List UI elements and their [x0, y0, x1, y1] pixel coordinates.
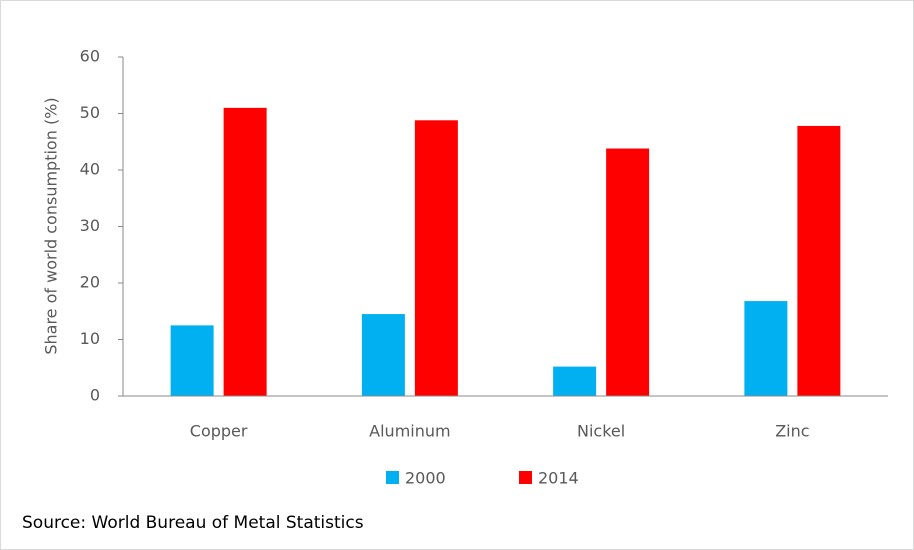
legend-label: 2014: [538, 469, 579, 488]
bar: [553, 366, 597, 396]
y-tick-label: 10: [80, 329, 100, 348]
y-tick-label: 50: [80, 103, 100, 122]
legend-swatch: [519, 471, 532, 484]
bar: [744, 301, 788, 396]
y-tick-label: 20: [80, 273, 100, 292]
bar: [361, 314, 405, 396]
legend-label: 2000: [405, 469, 446, 488]
y-tick-label: 40: [80, 160, 100, 179]
y-tick-label: 30: [80, 216, 100, 235]
bar: [414, 120, 458, 396]
y-tick-label: 60: [80, 47, 100, 66]
source: Source: World Bureau of Metal Statistics: [22, 513, 364, 533]
bar: [606, 148, 650, 396]
bar: [797, 125, 841, 397]
legend-swatch: [386, 471, 399, 484]
bar: [223, 107, 267, 396]
y-tick-label: 0: [90, 386, 100, 405]
x-tick-label: Copper: [190, 422, 248, 441]
x-tick-label: Aluminum: [369, 422, 450, 441]
x-tick-label: Nickel: [577, 422, 625, 441]
y-axis-label: Share of world consumption (%): [42, 97, 61, 354]
bar: [170, 325, 214, 396]
x-tick-label: Zinc: [775, 422, 809, 441]
